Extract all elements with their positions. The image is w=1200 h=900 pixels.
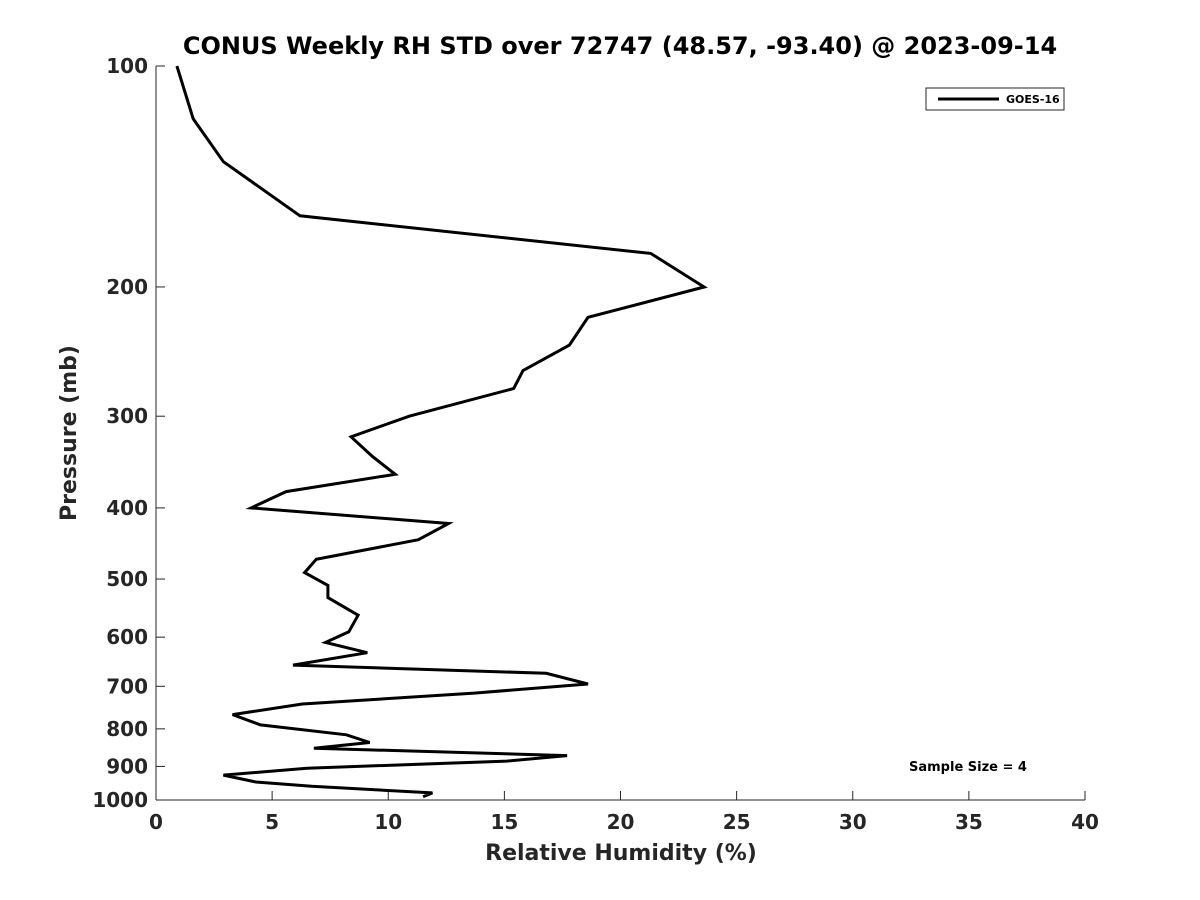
y-tick-label: 500 [106, 567, 148, 591]
x-tick-label: 15 [490, 810, 518, 834]
x-tick-label: 0 [149, 810, 163, 834]
y-tick-label: 100 [106, 54, 148, 78]
y-tick-label: 200 [106, 275, 148, 299]
legend: GOES-16 [925, 87, 1065, 111]
x-tick-label: 40 [1071, 810, 1099, 834]
x-tick-label: 10 [374, 810, 402, 834]
x-axis-label: Relative Humidity (%) [485, 841, 757, 866]
legend-label-goes-16: GOES-16 [1006, 93, 1060, 106]
x-tick-label: 35 [955, 810, 983, 834]
x-tick-label: 5 [265, 810, 279, 834]
y-tick-label: 800 [106, 717, 148, 741]
x-tick-label: 25 [723, 810, 751, 834]
y-axis-label: Pressure (mb) [57, 345, 82, 521]
y-tick-label: 300 [106, 404, 148, 428]
y-tick-label: 600 [106, 625, 148, 649]
x-tick-label: 30 [839, 810, 867, 834]
y-tick-label: 400 [106, 496, 148, 520]
y-tick-label: 1000 [92, 788, 148, 812]
sample-size-annotation: Sample Size = 4 [909, 760, 1027, 775]
y-tick-label: 900 [106, 754, 148, 778]
x-tick-label: 20 [607, 810, 635, 834]
plot-area: 0 5 10 15 20 25 30 35 40 100 200 300 400 500 600 700 800… [92, 54, 1099, 834]
chart-title: CONUS Weekly RH STD over 72747 (48.57, -… [183, 32, 1057, 60]
series-line-goes-16 [175, 65, 708, 799]
y-tick-label: 700 [106, 674, 148, 698]
